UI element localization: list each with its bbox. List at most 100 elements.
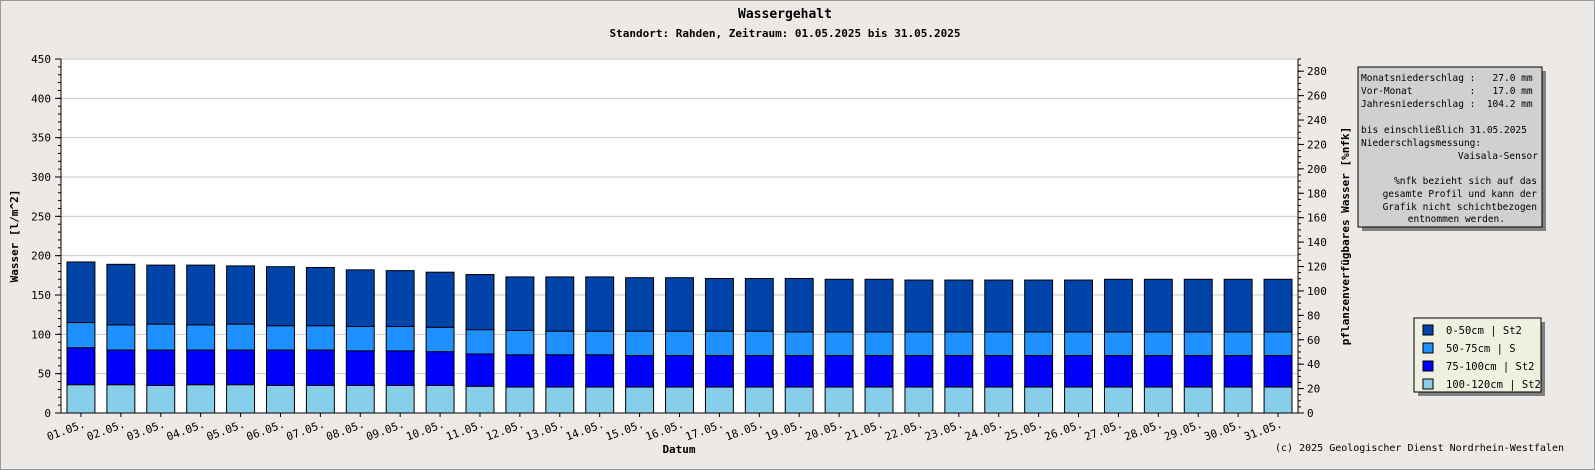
bar-segment bbox=[66, 322, 96, 349]
legend-label: 50-75cm | S bbox=[1446, 343, 1516, 355]
info-line-2: Vor-Monat : 17.0 mm bbox=[1361, 86, 1533, 97]
bar-segment bbox=[545, 386, 575, 414]
bar-segment bbox=[704, 355, 734, 388]
bar-segment bbox=[186, 349, 216, 386]
y2-tick-label: 200 bbox=[1307, 163, 1327, 176]
bar-segment bbox=[505, 329, 535, 356]
info-note-2: gesamte Profil und kann der bbox=[1383, 189, 1538, 200]
bar-segment bbox=[1223, 331, 1253, 357]
bars bbox=[66, 261, 1293, 414]
bar-segment bbox=[1064, 386, 1093, 414]
y2-tick-label: 160 bbox=[1307, 212, 1327, 225]
x-axis-label: Datum bbox=[662, 443, 695, 456]
y-tick-label: 50 bbox=[38, 368, 51, 381]
bar-segment bbox=[984, 331, 1014, 357]
bar-segment bbox=[266, 266, 295, 327]
bar-segment bbox=[665, 355, 694, 388]
y2-tick-label: 40 bbox=[1307, 358, 1320, 371]
bar-segment bbox=[704, 330, 734, 357]
bar-segment bbox=[784, 386, 814, 414]
y-tick-label: 200 bbox=[31, 250, 51, 263]
bar-segment bbox=[1143, 386, 1173, 414]
bar-segment bbox=[1223, 355, 1253, 388]
bar-segment bbox=[1024, 386, 1054, 414]
info-sensor: Vaisala-Sensor bbox=[1458, 151, 1538, 162]
y2-tick-label: 260 bbox=[1307, 90, 1327, 103]
bar-segment bbox=[1143, 331, 1173, 357]
bar-segment bbox=[226, 323, 256, 351]
y2-tick-label: 180 bbox=[1307, 187, 1327, 200]
bar-segment bbox=[1103, 331, 1133, 357]
bar-segment bbox=[1263, 331, 1293, 357]
bar-segment bbox=[266, 384, 295, 414]
bar-segment bbox=[824, 386, 854, 414]
bar-segment bbox=[784, 331, 814, 357]
bar-segment bbox=[944, 386, 974, 414]
bar-segment bbox=[1263, 278, 1293, 333]
bar-segment bbox=[425, 384, 455, 414]
bar-segment bbox=[625, 386, 655, 414]
bar-segment bbox=[266, 349, 295, 386]
bar-segment bbox=[1143, 278, 1173, 333]
bar-segment bbox=[824, 331, 854, 357]
bar-segment bbox=[1103, 386, 1133, 414]
bar-segment bbox=[1223, 278, 1253, 333]
bar-segment bbox=[266, 325, 295, 351]
bar-segment bbox=[146, 323, 176, 351]
bar-segment bbox=[744, 386, 774, 414]
bar-segment bbox=[106, 263, 136, 326]
bar-segment bbox=[465, 329, 495, 355]
bar-segment bbox=[226, 265, 256, 325]
bar-segment bbox=[425, 351, 455, 386]
bar-segment bbox=[744, 277, 774, 332]
bar-segment bbox=[545, 330, 575, 356]
bar-segment bbox=[1183, 331, 1213, 357]
y2-tick-label: 0 bbox=[1307, 407, 1314, 420]
info-note-1: %nfk bezieht sich auf das bbox=[1394, 176, 1537, 187]
legend-swatch bbox=[1422, 342, 1434, 354]
y-axis-label: Wasser [l/m^2] bbox=[8, 190, 21, 283]
bar-segment bbox=[1064, 331, 1093, 357]
bar-segment bbox=[345, 325, 375, 352]
bar-segment bbox=[465, 353, 495, 387]
bar-segment bbox=[1183, 355, 1213, 388]
bar-segment bbox=[1263, 386, 1293, 414]
bar-segment bbox=[305, 349, 335, 386]
y-tick-label: 150 bbox=[31, 289, 51, 302]
y-tick-label: 400 bbox=[31, 92, 51, 105]
y2-tick-label: 220 bbox=[1307, 138, 1327, 151]
bar-segment bbox=[944, 279, 974, 333]
chart-subtitle: Standort: Rahden, Zeitraum: 01.05.2025 b… bbox=[610, 27, 961, 40]
bar-segment bbox=[1263, 355, 1293, 388]
bar-segment bbox=[305, 325, 335, 351]
y-tick-label: 450 bbox=[31, 53, 51, 66]
bar-segment bbox=[345, 350, 375, 386]
y2-tick-label: 20 bbox=[1307, 383, 1320, 396]
bar-segment bbox=[465, 274, 495, 331]
legend-swatch bbox=[1422, 324, 1434, 336]
bar-segment bbox=[1024, 279, 1054, 333]
bar-segment bbox=[904, 355, 934, 388]
bar-segment bbox=[904, 331, 934, 357]
y-tick-label: 0 bbox=[44, 407, 51, 420]
y2-tick-label: 280 bbox=[1307, 65, 1327, 78]
bar-segment bbox=[1103, 278, 1133, 333]
y2-tick-label: 80 bbox=[1307, 309, 1320, 322]
bar-segment bbox=[545, 276, 575, 332]
bar-segment bbox=[784, 277, 814, 333]
bar-segment bbox=[1183, 386, 1213, 414]
y-tick-label: 250 bbox=[31, 210, 51, 223]
copyright: (c) 2025 Geologischer Dienst Nordrhein-W… bbox=[1275, 443, 1564, 454]
info-line-5: bis einschließlich 31.05.2025 bbox=[1361, 125, 1527, 136]
bar-segment bbox=[665, 277, 694, 332]
bar-segment bbox=[625, 355, 655, 388]
y2-tick-label: 60 bbox=[1307, 334, 1320, 347]
bar-segment bbox=[146, 384, 176, 414]
bar-segment bbox=[864, 278, 894, 333]
info-note-3: Grafik nicht schichtbezogen bbox=[1383, 202, 1537, 213]
bar-segment bbox=[1143, 355, 1173, 388]
bar-segment bbox=[545, 354, 575, 388]
bar-segment bbox=[904, 279, 934, 333]
bar-segment bbox=[1064, 355, 1093, 388]
bar-segment bbox=[864, 386, 894, 414]
